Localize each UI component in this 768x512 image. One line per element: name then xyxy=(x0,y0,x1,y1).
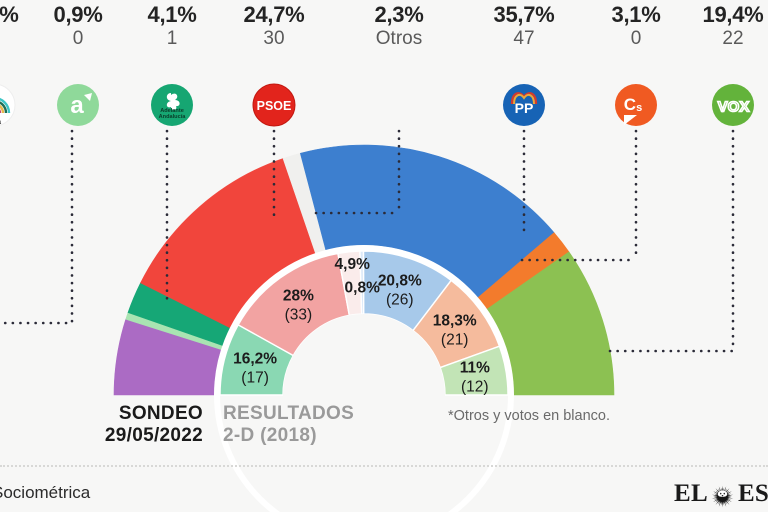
svg-text:VOX: VOX xyxy=(718,99,750,116)
svg-text:28%: 28% xyxy=(283,288,314,305)
svg-text:(21): (21) xyxy=(441,331,469,348)
svg-text:0,8%: 0,8% xyxy=(345,280,381,297)
svg-text:ucía: ucía xyxy=(0,119,1,126)
svg-text:(26): (26) xyxy=(386,291,414,308)
svg-text:(12): (12) xyxy=(461,379,489,396)
svg-text:(33): (33) xyxy=(285,307,313,324)
svg-text:18,3%: 18,3% xyxy=(433,312,477,329)
svg-text:Andalucía: Andalucía xyxy=(159,114,187,120)
svg-text:PSOE: PSOE xyxy=(257,99,292,113)
svg-text:4,9%: 4,9% xyxy=(335,256,371,273)
svg-text:(17): (17) xyxy=(241,370,269,387)
svg-text:a: a xyxy=(70,92,84,119)
svg-text:20,8%: 20,8% xyxy=(378,272,422,289)
svg-text:PP: PP xyxy=(515,100,534,116)
svg-text:16,2%: 16,2% xyxy=(233,351,277,368)
svg-text:11%: 11% xyxy=(460,360,490,377)
